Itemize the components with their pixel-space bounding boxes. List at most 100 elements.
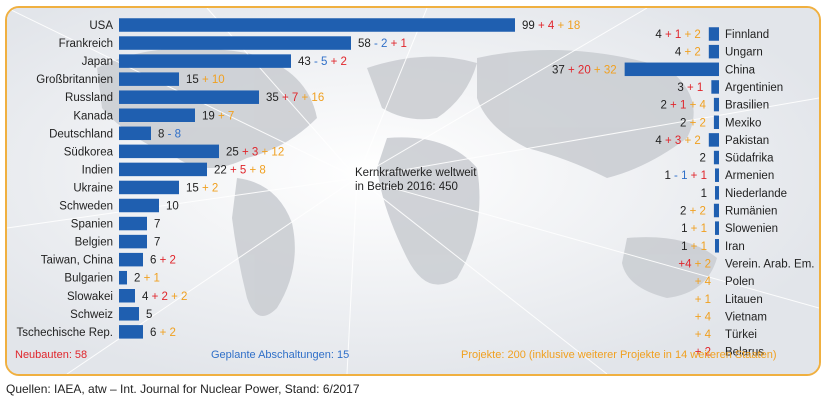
value-label-right: 1 + 1: [681, 223, 707, 235]
country-label-left: Kanada: [73, 110, 113, 122]
country-label-right: China: [725, 64, 756, 76]
country-label-right: Verein. Arab. Em.: [725, 258, 815, 270]
value-label-right: 1 + 1: [681, 241, 707, 253]
value-label-left: 15 + 2: [186, 182, 218, 194]
value-label-left: 10: [166, 201, 179, 213]
value-label-right: 2 + 2: [680, 117, 706, 129]
value-label-right: 2 + 1 + 4: [660, 100, 706, 112]
bar-right: [624, 62, 719, 77]
bar-left: [119, 325, 143, 339]
value-label-left: 19 + 7: [202, 110, 234, 122]
value-label-left: 58 - 2 + 1: [358, 38, 407, 50]
value-label-right: + 4: [695, 311, 712, 323]
chart-frame: USA 99 + 4 + 18 Frankreich 58 - 2 + 1 Japan 4…: [5, 6, 821, 376]
value-label-left: 7: [154, 237, 160, 249]
value-label-left: 22 + 5 + 8: [214, 164, 266, 176]
value-label-left: 6 + 2: [150, 327, 176, 339]
bar-left: [119, 198, 159, 213]
country-label-left: Slowakei: [67, 291, 113, 303]
country-label-right: Ungarn: [725, 47, 763, 59]
country-label-right: Armenien: [725, 170, 774, 182]
country-label-left: Indien: [82, 164, 113, 176]
bar-left: [119, 180, 179, 195]
bar-right: [715, 239, 719, 253]
value-label-right: 1 - 1 + 1: [664, 170, 707, 182]
country-label-right: Südafrika: [725, 153, 774, 165]
value-label-right: 4 + 2: [675, 47, 701, 59]
value-label-left: 7: [154, 219, 160, 231]
country-label-right: Slowenien: [725, 223, 778, 235]
country-label-right: Rumänien: [725, 206, 777, 218]
bar-left: [119, 126, 151, 141]
value-label-right: + 1: [695, 294, 711, 306]
bar-left: [119, 216, 147, 231]
bar-right: [711, 80, 719, 94]
country-label-right: Mexiko: [725, 117, 761, 129]
bar-left: [119, 234, 147, 249]
value-label-right: 37 + 20 + 32: [552, 64, 617, 76]
value-label-right: + 4: [695, 276, 712, 288]
bar-right: [713, 97, 719, 112]
country-label-right: Finnland: [725, 29, 769, 41]
bar-right: [713, 203, 719, 218]
country-label-left: Bulgarien: [64, 273, 113, 285]
value-label-right: +4 + 2: [678, 258, 711, 270]
bar-right: [708, 27, 719, 41]
bar-left: [119, 36, 351, 50]
value-label-left: 35 + 7 + 16: [266, 92, 324, 104]
right-bar-group: Finnland 4 + 1 + 2 Ungarn 4 + 2 China 37 + 20…: [552, 27, 815, 359]
country-label-right: Argentinien: [725, 82, 783, 94]
value-label-right: 3 + 1: [677, 82, 703, 94]
country-label-left: Japan: [82, 56, 113, 68]
value-label-left: 6 + 2: [150, 255, 176, 267]
source-note: Quellen: IAEA, atw – Int. Journal for Nu…: [6, 382, 360, 396]
annotation-line-2: in Betrieb 2016: 450: [355, 181, 458, 193]
value-label-right: 4 + 1 + 2: [655, 29, 700, 41]
value-label-right: 2 + 2: [680, 206, 706, 218]
country-label-left: Großbritannien: [36, 74, 113, 86]
value-label-right: 4 + 3 + 2: [655, 135, 700, 147]
bar-right: [713, 115, 719, 129]
bar-left: [119, 54, 291, 68]
annotation-line-1: Kernkraftwerke weltweit: [355, 167, 477, 179]
country-label-left: Spanien: [71, 219, 113, 231]
value-label-left: 15 + 10: [186, 74, 225, 86]
country-label-right: Litauen: [725, 294, 763, 306]
country-label-left: Südkorea: [64, 146, 114, 158]
bar-left: [119, 144, 219, 159]
value-label-left: 2 + 1: [134, 273, 160, 285]
bar-left: [119, 72, 179, 86]
country-label-right: Belarus: [725, 347, 764, 359]
bar-right: [715, 168, 719, 182]
country-label-left: Taiwan, China: [41, 255, 114, 267]
bar-left: [119, 307, 139, 321]
country-label-left: Ukraine: [73, 182, 113, 194]
country-label-right: Pakistan: [725, 135, 769, 147]
country-label-right: Türkei: [725, 329, 757, 341]
bar-left: [119, 270, 127, 285]
value-label-left: 99 + 4 + 18: [522, 20, 580, 32]
bar-left: [119, 90, 259, 104]
bar-right: [708, 44, 719, 59]
bar-right: [715, 186, 719, 200]
country-label-left: Belgien: [75, 237, 113, 249]
value-label-right: + 4: [695, 329, 712, 341]
country-label-left: Frankreich: [59, 38, 113, 50]
country-label-right: Iran: [725, 241, 745, 253]
value-label-left: 25 + 3 + 12: [226, 146, 284, 158]
country-label-left: USA: [89, 20, 113, 32]
country-label-left: Russland: [65, 92, 113, 104]
bar-right: [715, 221, 719, 235]
value-label-right: + 2: [695, 347, 711, 359]
country-label-left: Tschechische Rep.: [16, 327, 113, 339]
value-label-right: 1: [701, 188, 707, 200]
bar-left: [119, 252, 143, 267]
country-label-right: Vietnam: [725, 311, 767, 323]
value-label-right: 2: [699, 153, 705, 165]
footer-projekte: Projekte: 200 (inklusive weiterer Projek…: [461, 349, 777, 361]
country-label-right: Brasilien: [725, 100, 769, 112]
footer-abschaltungen: Geplante Abschaltungen: 15: [211, 349, 349, 361]
bar-right: [713, 150, 719, 165]
bar-left: [119, 18, 515, 32]
value-label-left: 4 + 2 + 2: [142, 291, 187, 303]
